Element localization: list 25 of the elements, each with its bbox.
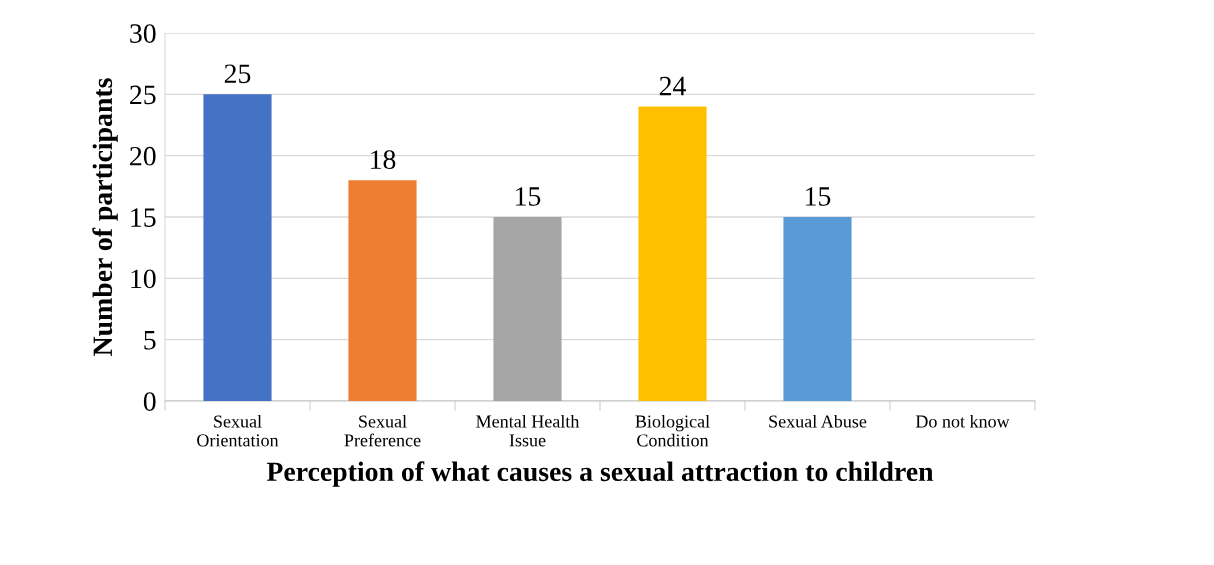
y-tick-label: 25 — [130, 85, 156, 105]
data-label: 15 — [516, 187, 541, 206]
x-tick-label: Do not know — [915, 414, 1010, 428]
data-label: 18 — [371, 150, 396, 169]
x-tick-label: Biological Condition — [635, 414, 710, 447]
y-tick-label: 15 — [131, 208, 156, 227]
x-tick-label: Sexual Abuse — [769, 414, 867, 428]
x-axis-title: Perception of what causes a sexual attraction to children — [266, 461, 934, 487]
x-tick-label: Mental Health Issue — [476, 414, 580, 447]
bar — [493, 217, 562, 401]
y-tick-label: 5 — [144, 331, 156, 350]
y-axis-title: Number of participants — [92, 78, 118, 356]
bar — [783, 217, 852, 401]
bar — [638, 106, 707, 401]
bar — [203, 94, 272, 401]
y-tick-label: 0 — [143, 392, 156, 411]
y-tick-label: 30 — [130, 24, 156, 43]
data-label: 15 — [806, 187, 831, 206]
x-tick-label: Sexual Preference — [344, 414, 421, 447]
y-tick-label: 20 — [130, 146, 156, 166]
bar — [348, 180, 417, 401]
x-tick-label: Sexual Orientation — [197, 414, 279, 447]
data-label: 24 — [659, 76, 686, 96]
y-tick-label: 10 — [131, 269, 156, 289]
data-label: 25 — [224, 64, 251, 84]
